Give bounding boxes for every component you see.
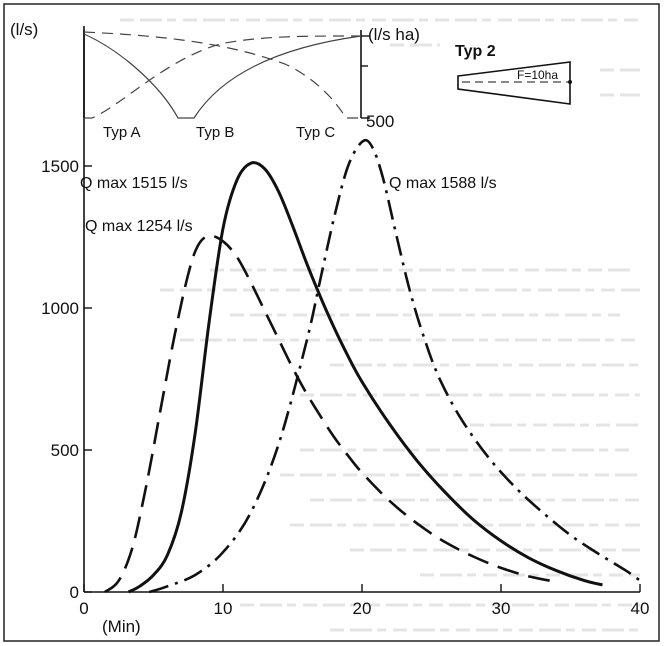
catchment-trapezoid [457, 61, 571, 105]
typ-c-curve [83, 31, 361, 119]
y-tick-label: 500 [51, 441, 79, 460]
rain-distribution-inset: (l/s) (l/s ha) 500 Typ A Typ B Typ C [10, 20, 420, 141]
typ-a-label: Typ A [103, 124, 141, 141]
y-tick-label: 1500 [41, 157, 79, 176]
inset-right-tick-label: 500 [366, 112, 394, 131]
series-qmax-1588-dashdot [148, 138, 641, 594]
outlet-point [568, 80, 572, 84]
x-tick-label: 0 [79, 599, 88, 618]
typ-a-curve [84, 35, 362, 119]
inset-title: Typ 2 [455, 43, 496, 60]
background-bleed-texture [120, 18, 640, 632]
y-tick-label: 0 [70, 583, 79, 602]
x-tick-label: 10 [214, 599, 233, 618]
catchment-area-label: F=10ha [517, 68, 558, 82]
typ-b-label: Typ B [196, 124, 234, 141]
series-qmax-1254-dashed [103, 234, 550, 594]
x-ticks: 0 10 20 30 40 [79, 584, 649, 618]
inset-left-unit: (l/s) [10, 20, 38, 39]
inset-right-unit: (l/s ha) [368, 25, 420, 44]
x-tick-label: 30 [492, 599, 511, 618]
catchment-shape-inset: Typ 2 F=10ha [455, 43, 572, 105]
y-tick-label: 1000 [41, 299, 79, 318]
series-qmax-1515-solid [127, 161, 603, 594]
annotation-qmax-1588: Q max 1588 l/s [389, 175, 497, 192]
y-ticks: 0 500 1000 1500 [41, 157, 92, 602]
annotation-qmax-1254: Q max 1254 l/s [85, 218, 193, 235]
series-layer [103, 138, 641, 594]
main-chart: 0 10 20 30 40 0 500 1000 1500 (Min) Q max 1515 … [41, 26, 649, 636]
typ-b-curve [83, 33, 362, 119]
x-axis-label: (Min) [102, 617, 141, 636]
annotation-qmax-1515: Q max 1515 l/s [80, 175, 188, 192]
x-tick-label: 40 [631, 599, 650, 618]
x-tick-label: 20 [353, 599, 372, 618]
typ-c-label: Typ C [296, 124, 335, 141]
figure-border [3, 3, 660, 642]
